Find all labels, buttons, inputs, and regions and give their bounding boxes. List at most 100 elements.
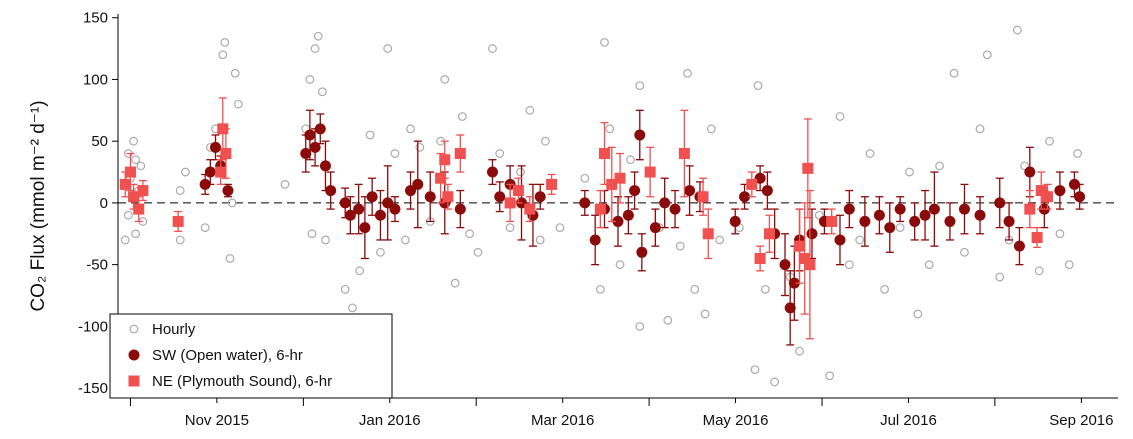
sw-point: [486, 166, 498, 178]
hourly-point: [635, 81, 645, 91]
sw-point: [761, 185, 773, 197]
hourly-point: [690, 284, 700, 294]
ne-point: [124, 166, 136, 178]
legend-label: NE (Plymouth Sound), 6-hr: [152, 373, 332, 390]
x-tick-label: Jul 2016: [880, 412, 937, 429]
sw-point: [843, 203, 855, 215]
sw-point: [309, 141, 321, 153]
hourly-point: [123, 210, 133, 220]
sw-point: [944, 215, 956, 227]
hourly-point: [200, 223, 210, 233]
ne-point: [504, 197, 516, 209]
hourly-point: [1064, 260, 1074, 270]
ne-point: [799, 252, 811, 264]
hourly-point: [880, 284, 889, 294]
sw-point: [300, 148, 312, 160]
ne-point: [802, 162, 814, 174]
hourly-point: [525, 105, 535, 115]
sw-point: [454, 203, 466, 215]
ne-point: [137, 185, 149, 197]
sw-point: [199, 178, 211, 190]
hourly-point: [683, 68, 692, 78]
hourly-point: [129, 136, 138, 146]
y-tick-label: -100: [78, 318, 108, 335]
hourly-point: [129, 324, 139, 334]
sw-point: [534, 191, 546, 203]
hourly-point: [913, 309, 923, 319]
ne-point: [599, 148, 611, 160]
hourly-point: [924, 260, 934, 270]
sw-point: [659, 197, 671, 209]
sw-point: [1068, 178, 1080, 190]
hourly-point: [675, 241, 685, 251]
sw-point: [366, 191, 378, 203]
hourly-point: [390, 149, 400, 158]
hourly-point: [635, 321, 645, 331]
ne-point: [1035, 185, 1047, 197]
ne-point: [678, 148, 690, 160]
sw-point: [729, 215, 741, 227]
ne-point: [594, 203, 606, 215]
sw-point: [788, 277, 800, 289]
sw-point: [382, 197, 394, 209]
hourly-point: [1012, 25, 1022, 35]
ne-point: [697, 191, 709, 203]
hourly-point: [175, 186, 185, 195]
ne-point: [442, 191, 454, 203]
hourly-point: [120, 235, 130, 245]
sw-point: [319, 160, 331, 172]
sw-point: [405, 185, 417, 197]
sw-point: [894, 203, 906, 215]
hourly-point: [181, 167, 190, 177]
hourly-point: [770, 377, 780, 387]
hourly-point: [383, 44, 393, 53]
hourly-point: [516, 167, 525, 177]
sw-point: [1074, 191, 1086, 203]
ne-point: [128, 191, 140, 203]
sw-point: [928, 203, 940, 215]
hourly-point: [355, 266, 365, 276]
hourly-point: [415, 142, 425, 152]
sw-point: [325, 185, 337, 197]
legend: Hourly SW (Open water), 6-hr NE (Plymouth …: [109, 313, 393, 399]
hourly-point: [795, 346, 804, 356]
hourly-point: [580, 173, 590, 183]
hourly-point: [233, 99, 243, 109]
sw-point: [128, 349, 140, 361]
sw-point: [204, 166, 216, 178]
hourly-point: [131, 155, 141, 165]
sw-point: [1024, 166, 1036, 178]
sw-point: [304, 129, 316, 141]
x-tick-label: May 2016: [703, 412, 769, 429]
hourly-point: [220, 37, 230, 47]
sw-point: [634, 129, 646, 141]
ne-point: [435, 172, 447, 184]
ne-point: [454, 148, 466, 160]
hourly-point: [905, 167, 914, 177]
sw-point: [612, 215, 624, 227]
ne-point: [220, 148, 232, 160]
x-tick-label: Sep 2016: [1049, 412, 1113, 429]
hourly-point: [340, 284, 350, 294]
hourly-point: [465, 229, 475, 239]
hourly-point: [348, 303, 357, 313]
sw-point: [494, 191, 506, 203]
sw-point: [859, 215, 871, 227]
ne-point: [804, 259, 816, 271]
hourly-point: [440, 75, 450, 84]
hourly-point: [1034, 266, 1044, 276]
ne-point: [119, 178, 131, 190]
hourly-point: [855, 235, 865, 245]
sw-point: [649, 222, 661, 234]
plot-area: [118, 25, 1118, 387]
hourly-point: [280, 179, 290, 189]
x-tick-label: Mar 2016: [531, 412, 594, 429]
sw-point: [974, 209, 986, 221]
y-axis-label: CO₂ Flux (mmol m⁻² d⁻¹): [28, 100, 49, 311]
hourly-point: [400, 235, 410, 245]
hourly-point: [317, 87, 327, 97]
hourly-point: [1055, 229, 1065, 239]
sw-point: [754, 172, 766, 184]
sw-point: [909, 215, 921, 227]
